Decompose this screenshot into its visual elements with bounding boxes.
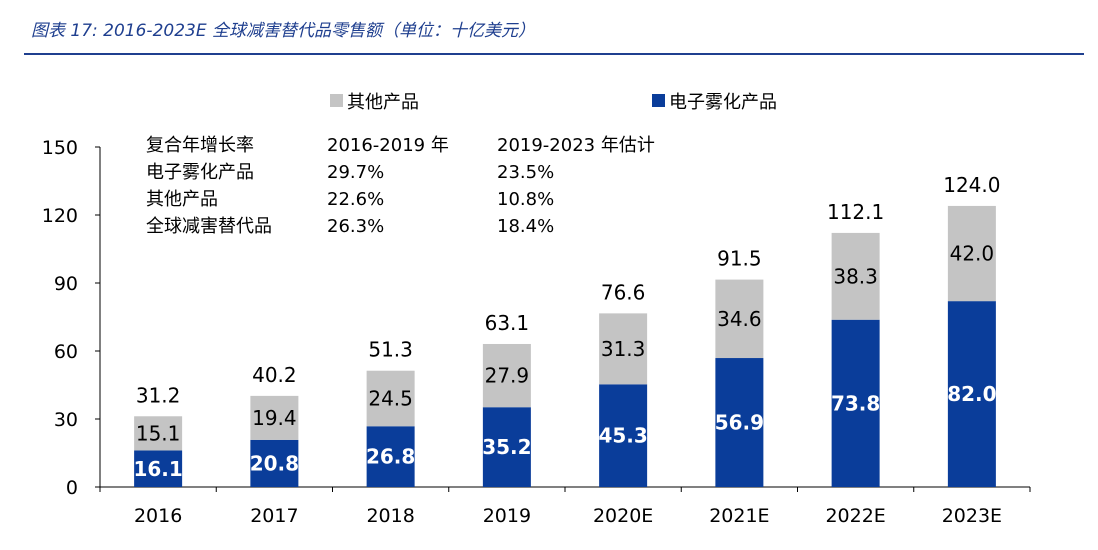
bar-total-label: 51.3: [368, 338, 413, 362]
bar-total-label: 124.0: [943, 173, 1000, 197]
x-tick-label: 2020E: [593, 505, 653, 527]
y-tick-label: 60: [54, 341, 78, 363]
cagr-value: 23.5%: [497, 162, 555, 183]
bar-other-products: [831, 232, 880, 320]
bar-label-electronic-vapor: 45.3: [598, 424, 647, 448]
cagr-header-cell: 复合年增长率: [146, 135, 254, 156]
bar-label-other-products: 42.0: [950, 242, 995, 266]
bar-label-electronic-vapor: 35.2: [482, 435, 531, 459]
bar-label-electronic-vapor: 82.0: [947, 382, 996, 406]
cagr-value: 18.4%: [497, 216, 555, 237]
legend-label: 电子雾化产品: [669, 92, 777, 113]
bar-other-products: [366, 370, 415, 427]
legend-label: 其他产品: [347, 92, 419, 113]
cagr-header-cell: 2016-2019 年: [327, 135, 449, 156]
bar-total-label: 31.2: [136, 383, 181, 407]
x-tick-label: 2018: [366, 505, 414, 527]
legend-swatch: [652, 94, 665, 107]
bar-electronic-vapor: [831, 319, 880, 487]
y-tick-label: 30: [54, 409, 78, 431]
bar-label-other-products: 31.3: [601, 337, 646, 361]
x-tick-label: 2023E: [942, 505, 1002, 527]
bar-label-electronic-vapor: 56.9: [715, 411, 764, 435]
legend-swatch: [330, 94, 343, 107]
bar-electronic-vapor: [366, 426, 415, 487]
bar-label-other-products: 38.3: [833, 264, 878, 288]
bar-total-label: 40.2: [252, 363, 297, 387]
bar-label-other-products: 19.4: [252, 406, 297, 430]
bar-electronic-vapor: [599, 384, 648, 487]
x-tick-label: 2019: [483, 505, 531, 527]
cagr-row-label: 其他产品: [146, 189, 218, 210]
bar-electronic-vapor: [947, 301, 996, 487]
bar-electronic-vapor: [482, 407, 531, 487]
bar-label-electronic-vapor: 73.8: [831, 391, 880, 415]
bar-label-other-products: 15.1: [136, 421, 181, 445]
bar-total-label: 112.1: [827, 200, 884, 224]
bar-total-label: 76.6: [601, 280, 646, 304]
bar-label-electronic-vapor: 20.8: [250, 451, 299, 475]
bar-electronic-vapor: [250, 439, 299, 487]
x-tick-label: 2016: [134, 505, 182, 527]
bar-total-label: 91.5: [717, 247, 762, 271]
bar-label-other-products: 27.9: [485, 364, 530, 388]
bar-other-products: [482, 343, 531, 408]
cagr-row-label: 电子雾化产品: [146, 162, 254, 183]
bar-label-electronic-vapor: 26.8: [366, 445, 415, 469]
bar-total-label: 63.1: [485, 311, 530, 335]
bar-electronic-vapor: [134, 450, 183, 487]
bar-electronic-vapor: [715, 358, 764, 487]
x-tick-label: 2017: [250, 505, 298, 527]
x-tick-label: 2022E: [825, 505, 885, 527]
bar-label-other-products: 24.5: [368, 386, 413, 410]
bar-other-products: [250, 395, 299, 440]
cagr-value: 22.6%: [327, 189, 385, 210]
title-divider: [24, 53, 1084, 55]
bar-other-products: [134, 416, 183, 451]
cagr-value: 26.3%: [327, 216, 385, 237]
cagr-value: 10.8%: [497, 189, 555, 210]
cagr-value: 29.7%: [327, 162, 385, 183]
bar-label-electronic-vapor: 16.1: [133, 457, 182, 481]
figure-title: 图表 17: 2016-2023E 全球减害替代品零售额（单位：十亿美元）: [31, 21, 535, 41]
y-tick-label: 90: [54, 273, 78, 295]
y-tick-label: 150: [42, 137, 78, 159]
cagr-header-cell: 2019-2023 年估计: [497, 135, 655, 156]
y-tick-label: 120: [42, 205, 78, 227]
bar-other-products: [599, 313, 648, 385]
bar-other-products: [947, 205, 996, 302]
y-tick-label: 0: [66, 477, 78, 499]
cagr-row-label: 全球减害替代品: [146, 216, 272, 237]
x-tick-label: 2021E: [709, 505, 769, 527]
bar-label-other-products: 34.6: [717, 307, 762, 331]
bar-other-products: [715, 279, 764, 359]
